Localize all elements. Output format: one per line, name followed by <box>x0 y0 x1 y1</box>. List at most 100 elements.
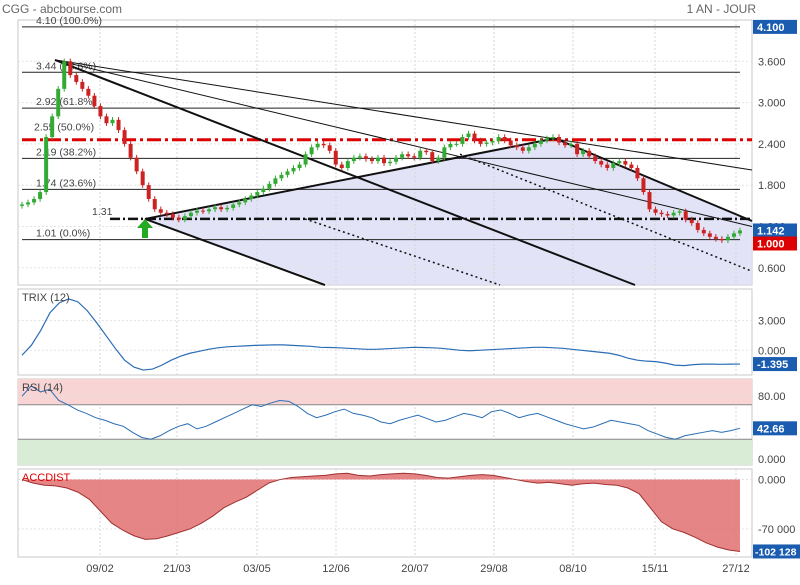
candle-body <box>538 140 543 144</box>
candle-body <box>629 164 634 168</box>
candle-body <box>466 133 471 138</box>
candle-body <box>677 211 682 213</box>
candle-body <box>599 161 604 165</box>
candle-body <box>237 202 242 205</box>
trix-y-tick: 0.000 <box>758 345 786 357</box>
candle-body <box>26 202 31 205</box>
candle-body <box>363 156 368 160</box>
candle-body <box>279 174 284 179</box>
rsi-overbought-zone <box>18 379 752 405</box>
downtrend-line-main <box>54 58 636 286</box>
candle-body <box>68 61 73 76</box>
candle-body <box>219 207 224 210</box>
candle-body <box>122 130 127 144</box>
candle-body <box>134 157 139 172</box>
candle-body <box>514 145 519 148</box>
candle-body <box>213 207 218 210</box>
candle-body <box>158 209 163 213</box>
accdist-line <box>21 472 741 552</box>
candle-body <box>671 212 676 216</box>
dotted-channel-line <box>304 218 501 286</box>
candle-body <box>345 161 350 168</box>
candle-body <box>176 217 181 220</box>
candle-body <box>442 147 447 158</box>
candle-body <box>556 137 561 143</box>
candle-body <box>32 198 37 203</box>
candle-body <box>569 143 574 146</box>
candle-body <box>593 156 598 162</box>
x-tick-label: 09/02 <box>86 563 114 575</box>
candle-body <box>339 164 344 168</box>
candle-body <box>400 154 405 158</box>
price-badge <box>753 223 797 238</box>
candle-body <box>683 211 688 220</box>
accdist-y-tick: -70 000 <box>758 524 795 536</box>
candle-body <box>563 142 568 146</box>
candle-body <box>605 164 610 168</box>
candle-body <box>502 137 507 141</box>
price-badge-label: 1.142 <box>757 225 785 237</box>
candle-body <box>635 167 640 179</box>
candle-body <box>62 61 67 89</box>
rsi-oversold-zone <box>18 439 752 465</box>
candle-body <box>80 81 85 89</box>
candle-body <box>74 75 79 82</box>
candle-body <box>544 138 549 141</box>
candle-body <box>490 141 495 143</box>
candle-body <box>731 233 736 237</box>
candle-body <box>496 137 501 142</box>
rsi-y-tick: 80.00 <box>758 391 786 403</box>
candle-body <box>327 145 332 151</box>
fib-label: 1.74 (23.6%) <box>36 177 96 189</box>
candle-body <box>412 156 417 158</box>
candle-body <box>532 143 537 148</box>
candle-body <box>472 133 477 141</box>
candle-body <box>550 137 555 139</box>
candle-body <box>309 147 314 155</box>
candle-body <box>104 116 109 124</box>
rsi-line <box>21 385 741 440</box>
panel-frame-1 <box>17 288 753 376</box>
candle-body <box>460 137 465 144</box>
chart-title: CGG - abcbourse.com <box>2 2 123 16</box>
candle-body <box>303 154 308 165</box>
candle-body <box>611 163 616 168</box>
candle-body <box>641 178 646 193</box>
candle-body <box>321 143 326 146</box>
candle-body <box>719 238 724 241</box>
candle-body <box>526 147 531 151</box>
candle-body <box>713 236 718 239</box>
candle-body <box>194 210 199 213</box>
candle-body <box>333 150 338 165</box>
candle-body <box>116 119 121 131</box>
y-tick-label: 1.800 <box>758 180 786 192</box>
accdist-value-label: -102 128 <box>755 546 797 558</box>
candle-body <box>587 150 592 157</box>
period-label: 1 AN - JOUR <box>686 2 756 16</box>
candle-body <box>297 164 302 168</box>
y-tick-label: 0.600 <box>758 263 786 275</box>
resistance-trendline-mid <box>54 59 753 227</box>
candle-body <box>50 116 55 138</box>
candle-body <box>110 119 115 124</box>
candle-body <box>738 230 742 234</box>
candle-body <box>388 161 393 164</box>
candle-body <box>695 223 700 230</box>
candle-body <box>508 140 513 146</box>
price-badge-label: 1.000 <box>757 238 785 250</box>
y-tick-label: 3.000 <box>758 98 786 110</box>
price-badge-label: 4.100 <box>757 22 785 34</box>
candle-body <box>152 198 157 210</box>
candle-body <box>140 171 145 186</box>
candle-body <box>146 185 151 199</box>
candle-body <box>255 192 260 196</box>
x-tick-label: 29/08 <box>480 563 508 575</box>
accdist-value-badge <box>753 544 800 559</box>
candle-body <box>478 140 483 144</box>
candle-body <box>520 147 525 151</box>
candle-body <box>86 88 91 96</box>
candle-body <box>418 150 423 158</box>
candle-body <box>424 150 429 153</box>
